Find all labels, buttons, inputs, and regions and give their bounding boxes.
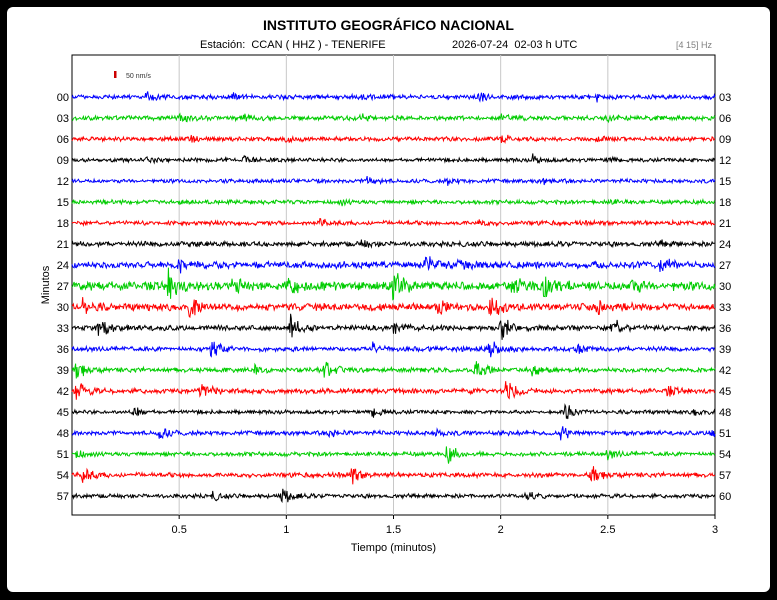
trace-39 <box>71 361 716 379</box>
trace-00 <box>71 91 716 103</box>
trace-06 <box>71 134 716 145</box>
x-tick-label-2: 2 <box>498 524 504 536</box>
x-tick-label-2.5: 2.5 <box>600 524 615 536</box>
x-axis-label: Tiempo (minutos) <box>351 542 436 554</box>
right-label-09: 09 <box>719 134 731 146</box>
station-label: Estación: CCAN ( HHZ ) - TENERIFE <box>200 39 386 51</box>
right-label-21: 21 <box>719 218 731 230</box>
right-label-03: 03 <box>719 92 731 104</box>
left-label-09: 09 <box>57 155 69 167</box>
right-label-39: 39 <box>719 344 731 356</box>
filter-label: [4 15] Hz <box>676 40 713 50</box>
trace-12 <box>71 175 716 186</box>
left-label-21: 21 <box>57 239 69 251</box>
trace-30 <box>71 297 716 319</box>
right-label-06: 06 <box>719 113 731 125</box>
right-label-48: 48 <box>719 407 731 419</box>
trace-57 <box>71 488 716 504</box>
left-label-15: 15 <box>57 197 69 209</box>
trace-51 <box>71 446 716 464</box>
left-label-39: 39 <box>57 365 69 377</box>
right-label-30: 30 <box>719 281 731 293</box>
x-tick-label-0.5: 0.5 <box>172 524 187 536</box>
left-label-27: 27 <box>57 281 69 293</box>
left-label-33: 33 <box>57 323 69 335</box>
right-label-27: 27 <box>719 260 731 272</box>
trace-27 <box>71 267 716 301</box>
x-tick-label-1: 1 <box>283 524 289 536</box>
left-label-54: 54 <box>57 470 69 482</box>
left-label-03: 03 <box>57 113 69 125</box>
left-label-12: 12 <box>57 176 69 188</box>
scale-bar <box>114 71 117 78</box>
left-label-48: 48 <box>57 428 69 440</box>
left-label-42: 42 <box>57 386 69 398</box>
trace-45 <box>71 403 716 420</box>
trace-21 <box>71 239 716 249</box>
trace-36 <box>71 341 716 358</box>
left-label-06: 06 <box>57 134 69 146</box>
left-label-51: 51 <box>57 449 69 461</box>
left-label-18: 18 <box>57 218 69 230</box>
page-title: INSTITUTO GEOGRÁFICO NACIONAL <box>263 17 514 33</box>
right-label-60: 60 <box>719 491 731 503</box>
left-label-45: 45 <box>57 407 69 419</box>
right-label-15: 15 <box>719 176 731 188</box>
x-tick-label-1.5: 1.5 <box>386 524 401 536</box>
trace-42 <box>71 381 716 400</box>
y-axis-label: Minutos <box>40 265 52 304</box>
x-tick-label-3: 3 <box>712 524 718 536</box>
right-label-54: 54 <box>719 449 731 461</box>
right-label-45: 45 <box>719 386 731 398</box>
right-label-12: 12 <box>719 155 731 167</box>
scale-bar-label: 50 nm/s <box>126 73 151 80</box>
left-label-24: 24 <box>57 260 69 272</box>
left-label-30: 30 <box>57 302 69 314</box>
right-label-51: 51 <box>719 428 731 440</box>
trace-54 <box>71 466 716 485</box>
datetime-label: 2026-07-24 02-03 h UTC <box>452 39 578 51</box>
left-label-57: 57 <box>57 491 69 503</box>
trace-18 <box>71 218 716 228</box>
trace-24 <box>71 256 716 274</box>
trace-15 <box>71 197 716 207</box>
right-label-57: 57 <box>719 470 731 482</box>
right-label-33: 33 <box>719 302 731 314</box>
left-label-00: 00 <box>57 92 69 104</box>
trace-48 <box>71 426 716 441</box>
trace-33 <box>71 313 716 340</box>
right-label-42: 42 <box>719 365 731 377</box>
left-label-36: 36 <box>57 344 69 356</box>
trace-09 <box>71 153 716 165</box>
right-label-18: 18 <box>719 197 731 209</box>
right-label-24: 24 <box>719 239 731 251</box>
right-label-36: 36 <box>719 323 731 335</box>
trace-03 <box>71 112 716 124</box>
